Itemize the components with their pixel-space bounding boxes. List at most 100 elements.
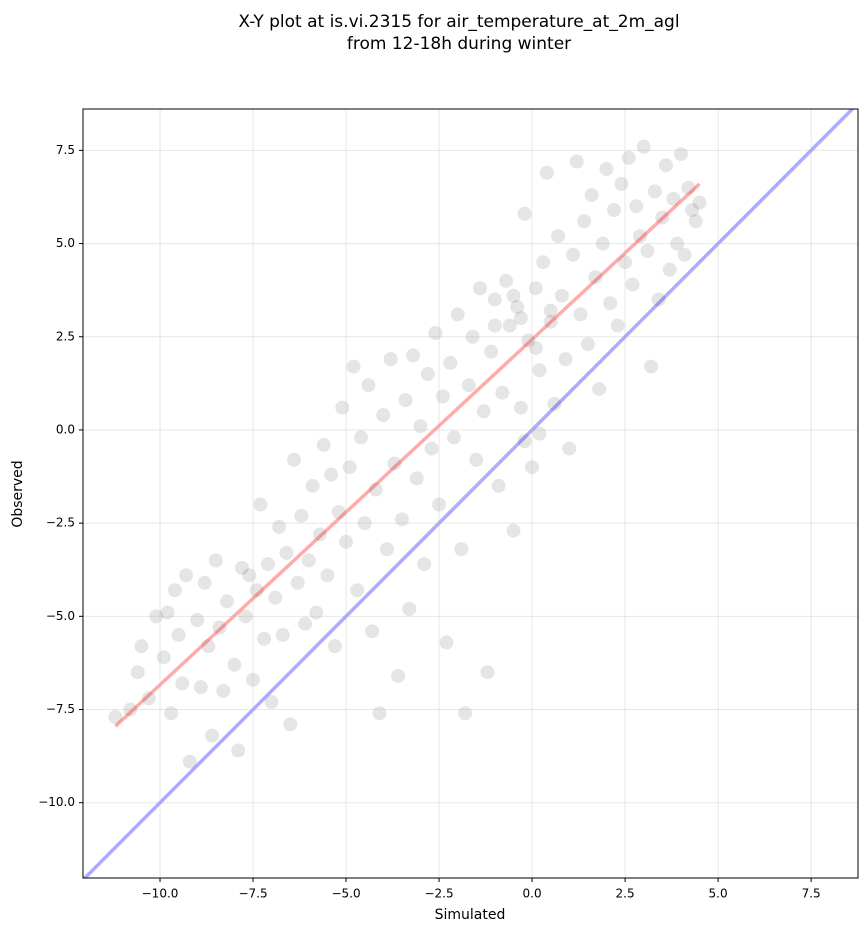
- x-tick-label: 5.0: [709, 887, 728, 901]
- point: [219, 594, 234, 609]
- point: [331, 504, 346, 519]
- point: [391, 668, 406, 683]
- point: [644, 359, 659, 374]
- point: [253, 497, 268, 512]
- point: [677, 247, 692, 262]
- point: [450, 307, 465, 322]
- point: [309, 605, 324, 620]
- point: [673, 147, 688, 162]
- point: [461, 378, 476, 393]
- point: [179, 568, 194, 583]
- point: [365, 624, 380, 639]
- chart-subtitle: from 12-18h during winter: [347, 34, 571, 54]
- point: [539, 165, 554, 180]
- point: [510, 299, 525, 314]
- point: [554, 288, 569, 303]
- point: [193, 680, 208, 695]
- point: [458, 706, 473, 721]
- point: [350, 583, 365, 598]
- point: [577, 214, 592, 229]
- y-tick-label: −10.0: [38, 795, 75, 809]
- point: [543, 303, 558, 318]
- point: [160, 605, 175, 620]
- point: [606, 203, 621, 218]
- point: [651, 292, 666, 307]
- point: [513, 311, 528, 326]
- x-tick-label: −5.0: [331, 887, 360, 901]
- point: [208, 553, 223, 568]
- point: [632, 229, 647, 244]
- point: [376, 408, 391, 423]
- point: [484, 344, 499, 359]
- point: [588, 270, 603, 285]
- fit-line: [114, 182, 701, 728]
- point: [182, 754, 197, 769]
- point: [257, 631, 272, 646]
- point: [495, 385, 510, 400]
- point: [379, 542, 394, 557]
- point: [268, 590, 283, 605]
- point: [662, 262, 677, 277]
- point: [406, 348, 421, 363]
- plot-frame: [82, 108, 859, 879]
- point: [647, 184, 662, 199]
- point: [234, 560, 249, 575]
- point: [190, 613, 205, 628]
- point: [446, 430, 461, 445]
- point: [402, 601, 417, 616]
- point: [205, 728, 220, 743]
- plot-area: [83, 109, 855, 878]
- x-axis-label: Simulated: [435, 907, 506, 923]
- point: [335, 400, 350, 415]
- point: [327, 639, 342, 654]
- point: [566, 247, 581, 262]
- point: [443, 355, 458, 370]
- point: [417, 557, 432, 572]
- point: [454, 542, 469, 557]
- point: [487, 318, 502, 333]
- point: [346, 359, 361, 374]
- x-tick-label: −2.5: [424, 887, 453, 901]
- point: [279, 545, 294, 560]
- point: [409, 471, 424, 486]
- point: [625, 277, 640, 292]
- point: [562, 441, 577, 456]
- point: [238, 609, 253, 624]
- point: [357, 516, 372, 531]
- y-axis-label: Observed: [10, 460, 26, 527]
- point: [167, 583, 182, 598]
- point: [387, 456, 402, 471]
- point: [558, 352, 573, 367]
- point: [525, 460, 540, 475]
- point: [528, 281, 543, 296]
- point: [368, 482, 383, 497]
- point: [286, 452, 301, 467]
- y-tick-label: −2.5: [46, 516, 75, 530]
- point: [246, 672, 261, 687]
- point: [681, 180, 696, 195]
- point: [305, 478, 320, 493]
- point: [659, 158, 674, 173]
- point: [320, 568, 335, 583]
- point: [528, 340, 543, 355]
- point: [685, 203, 700, 218]
- point: [469, 452, 484, 467]
- point: [513, 400, 528, 415]
- point: [502, 318, 517, 333]
- point: [420, 367, 435, 382]
- point: [290, 575, 305, 590]
- point: [298, 616, 313, 631]
- point: [636, 139, 651, 154]
- point: [424, 441, 439, 456]
- point: [283, 717, 298, 732]
- point: [171, 627, 186, 642]
- point: [353, 430, 368, 445]
- point: [603, 296, 618, 311]
- point: [175, 676, 190, 691]
- x-tick-label: 7.5: [802, 887, 821, 901]
- point: [272, 519, 287, 534]
- point: [629, 199, 644, 214]
- point: [692, 195, 707, 210]
- point: [655, 210, 670, 225]
